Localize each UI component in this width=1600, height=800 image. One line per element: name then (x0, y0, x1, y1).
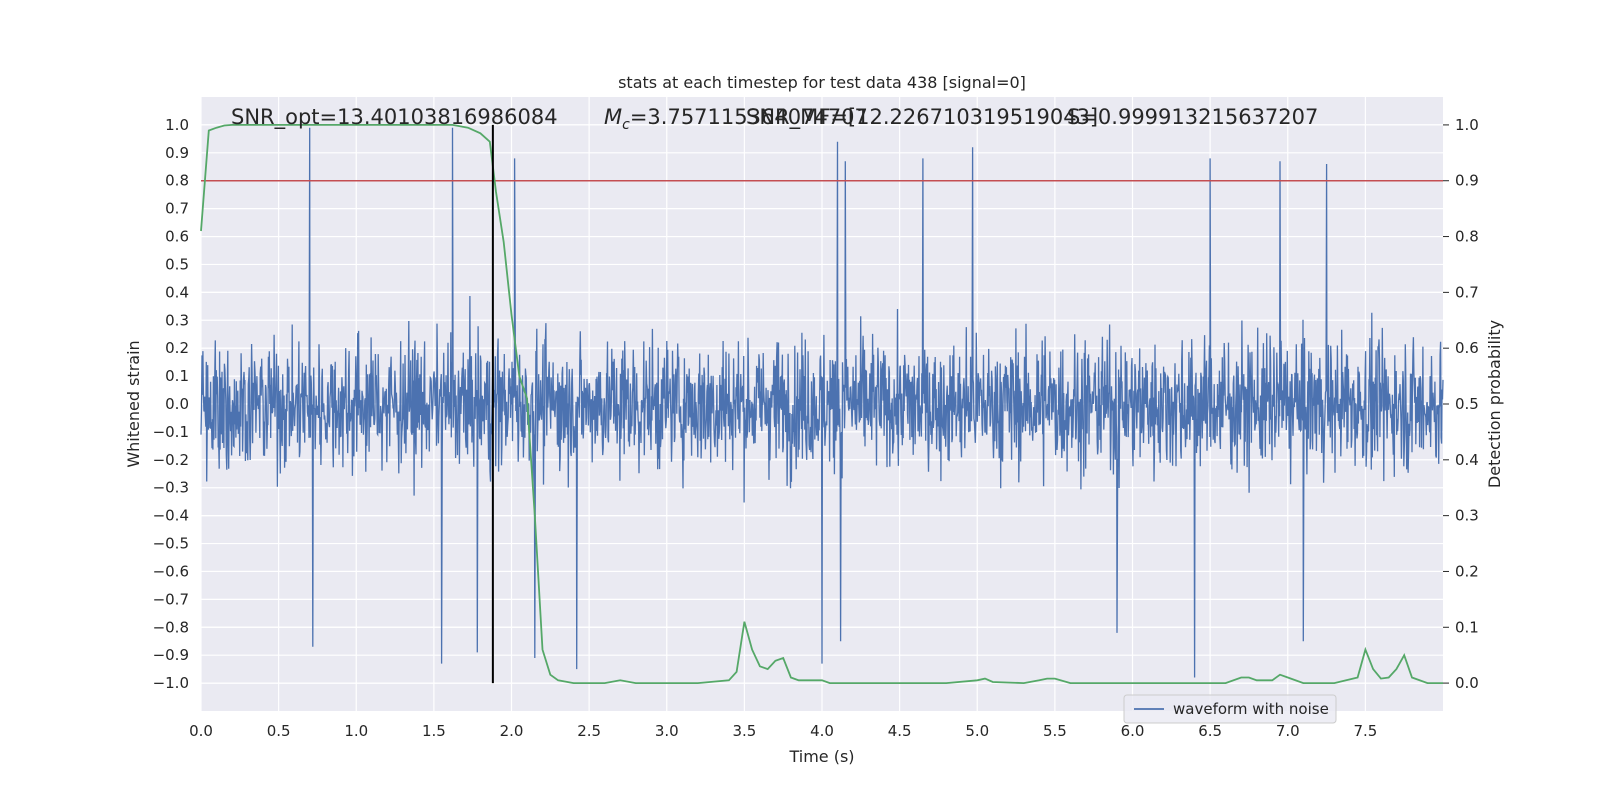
legend-label: waveform with noise (1173, 700, 1329, 718)
x-tick-label: 3.0 (655, 722, 679, 740)
y2-tick-label: 0.5 (1455, 395, 1479, 413)
y-tick-label: 1.0 (165, 116, 189, 134)
x-tick-label: 2.5 (577, 722, 601, 740)
y-tick-label: 0.2 (165, 339, 189, 357)
x-tick-label: 6.5 (1198, 722, 1222, 740)
y-tick-labels: 1.0 0.9 0.8 0.7 0.6 0.5 0.4 0.3 0.2 0.1 0.0 −0.1 −0.… (153, 116, 189, 692)
annotation-s-value: S=0.999913215637207 (1067, 105, 1318, 129)
y2-tick-labels: 1.0 0.9 0.8 0.7 0.6 0.5 0.4 0.3 0.2 0.1 0.0 (1443, 116, 1479, 692)
y-tick-label: −0.6 (153, 562, 189, 580)
x-tick-label: 7.5 (1353, 722, 1377, 740)
y-tick-label: −0.9 (153, 646, 189, 664)
y-tick-label: −0.7 (153, 590, 189, 608)
x-tick-label: 3.5 (732, 722, 756, 740)
detection-probability-line (200, 124, 1443, 685)
y-tick-label: −0.8 (153, 618, 189, 636)
y2-tick-label: 0.4 (1455, 451, 1479, 469)
y-tick-label: 0.7 (165, 200, 189, 218)
y-tick-label: 0.4 (165, 283, 189, 301)
x-tick-label: 6.0 (1121, 722, 1145, 740)
y-tick-label: 0.6 (165, 228, 189, 246)
y-tick-label: −0.1 (153, 423, 189, 441)
y2-tick-label: 0.7 (1455, 283, 1479, 301)
x-tick-label: 0.0 (189, 722, 213, 740)
overlays (200, 124, 1443, 685)
y-tick-label: −0.3 (153, 479, 189, 497)
y-tick-label: 0.8 (165, 172, 189, 190)
x-tick-label: 5.5 (1043, 722, 1067, 740)
y-tick-label: −1.0 (153, 674, 189, 692)
annotation-snr-mf: SNR_MF=[12.226710319519043] (746, 105, 1098, 130)
y2-tick-label: 0.3 (1455, 507, 1479, 525)
annotation-snr-opt: SNR_opt=13.40103816986084 (231, 105, 558, 130)
y2-axis-label: Detection probability (1485, 320, 1504, 488)
y2-tick-label: 0.8 (1455, 228, 1479, 246)
y-tick-label: 0.3 (165, 311, 189, 329)
y2-tick-label: 0.1 (1455, 618, 1479, 636)
y-tick-label: 0.9 (165, 144, 189, 162)
x-axis-label: Time (s) (788, 747, 854, 766)
x-tick-label: 1.0 (344, 722, 368, 740)
y-tick-label: 0.5 (165, 255, 189, 273)
annotation-chirp-mass-symbol: M (604, 105, 622, 129)
x-tick-label: 1.5 (422, 722, 446, 740)
x-tick-label: 4.0 (810, 722, 834, 740)
x-tick-label: 4.5 (888, 722, 912, 740)
y-tick-label: −0.4 (153, 507, 189, 525)
y2-tick-label: 1.0 (1455, 116, 1479, 134)
legend-box (1123, 694, 1337, 724)
strain-series (200, 127, 1444, 678)
y2-tick-label: 0.6 (1455, 339, 1479, 357)
y2-tick-label: 0.9 (1455, 172, 1479, 190)
x-tick-label: 2.0 (500, 722, 524, 740)
y2-tick-label: 0.0 (1455, 674, 1479, 692)
grid-lines (200, 97, 1443, 711)
y2-tick-label: 0.2 (1455, 562, 1479, 580)
x-tick-label: 0.5 (267, 722, 291, 740)
annotation-chirp-mass: Mc=3.757115364074707 (604, 105, 868, 133)
x-tick-labels: 0.0 0.5 1.0 1.5 2.0 2.5 3.0 3.5 4.0 4.5 5.0 5.5 6.0 6… (189, 722, 1377, 740)
y-tick-label: −0.2 (153, 451, 189, 469)
annotation-chirp-mass-value: =3.757115364074707 (630, 105, 868, 129)
y-tick-label: 0.1 (165, 367, 189, 385)
y-axis-label: Whitened strain (124, 340, 143, 467)
strain-line (200, 127, 1444, 678)
chart-title: stats at each timestep for test data 438… (618, 73, 1026, 92)
y-tick-label: −0.5 (153, 535, 189, 553)
annotation-chirp-mass-subscript: c (622, 117, 630, 133)
x-tick-label: 7.0 (1276, 722, 1300, 740)
y-tick-label: 0.0 (165, 395, 189, 413)
legend: waveform with noise (1123, 694, 1337, 724)
x-tick-label: 5.0 (965, 722, 989, 740)
